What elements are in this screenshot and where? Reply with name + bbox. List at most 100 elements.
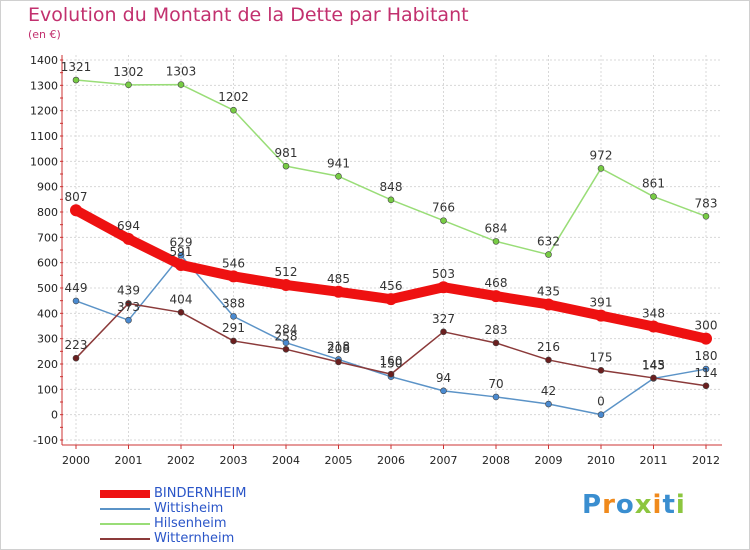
y-tick-label: 0 (51, 409, 58, 422)
data-point-wittisheim (125, 316, 132, 324)
data-point-hilsenheim (545, 251, 552, 258)
y-tick-label: -100 (33, 434, 58, 447)
x-tick-label: 2003 (220, 454, 248, 467)
legend-label-wittisheim: Wittisheim (154, 501, 224, 516)
data-point-hilsenheim (125, 81, 132, 89)
data-point-witternheim (282, 346, 290, 353)
data-point-witternheim (440, 328, 447, 336)
data-label-witternheim: 175 (590, 350, 613, 364)
data-label-hilsenheim: 1202 (218, 90, 249, 104)
data-point-bindernheim (700, 332, 712, 345)
data-point-bindernheim (437, 281, 450, 294)
data-point-hilsenheim (597, 165, 605, 172)
y-tick-label: 300 (37, 333, 58, 346)
x-tick-label: 2007 (430, 454, 458, 467)
data-label-witternheim: 327 (432, 312, 455, 326)
data-label-bindernheim: 485 (327, 272, 350, 286)
data-label-witternheim: 208 (327, 342, 350, 356)
data-point-wittisheim (702, 365, 710, 373)
data-label-wittisheim: 0 (597, 395, 605, 409)
data-label-wittisheim: 388 (222, 296, 245, 310)
chart-title: Evolution du Montant de la Dette par Hab… (28, 4, 469, 26)
logo-letter: P (582, 490, 603, 520)
y-tick-label: 800 (37, 206, 58, 219)
data-label-witternheim: 145 (642, 358, 665, 372)
data-label-witternheim: 404 (170, 292, 193, 306)
x-tick-label: 2004 (272, 454, 300, 467)
logo-letter: o (615, 490, 635, 520)
data-point-witternheim (177, 309, 185, 316)
plot-area (62, 55, 722, 445)
data-label-hilsenheim: 941 (327, 156, 350, 170)
data-label-wittisheim: 42 (541, 384, 556, 398)
data-point-hilsenheim (650, 193, 657, 200)
data-point-hilsenheim (387, 196, 395, 204)
data-label-wittisheim: 94 (436, 371, 451, 385)
data-label-bindernheim: 468 (485, 276, 508, 290)
data-label-bindernheim: 348 (642, 307, 665, 321)
data-point-hilsenheim (492, 238, 500, 245)
data-point-witternheim (230, 337, 237, 345)
data-point-witternheim (650, 374, 657, 382)
data-label-witternheim: 258 (275, 329, 298, 343)
data-label-witternheim: 223 (65, 338, 88, 352)
data-point-bindernheim (542, 298, 555, 311)
data-label-witternheim: 160 (380, 354, 403, 368)
proxiti-logo: Proxiti (582, 490, 686, 520)
y-tick-label: 200 (37, 358, 58, 371)
data-point-bindernheim (175, 258, 187, 271)
data-label-hilsenheim: 1302 (113, 65, 144, 79)
data-point-bindernheim (70, 204, 82, 217)
data-label-hilsenheim: 1303 (166, 65, 197, 79)
legend-label-witternheim: Witternheim (154, 531, 235, 546)
data-point-witternheim (702, 382, 710, 390)
legend-swatch-bindernheim (100, 489, 150, 498)
y-tick-label: 1300 (30, 79, 58, 92)
data-point-hilsenheim (335, 172, 342, 180)
legend: BINDERNHEIM Wittisheim Hilsenheim Witter… (100, 486, 247, 546)
y-tick-label: 1200 (30, 105, 58, 118)
data-point-bindernheim (122, 232, 135, 245)
logo-letter: t (662, 490, 676, 520)
data-label-wittisheim: 70 (488, 377, 503, 391)
data-label-wittisheim: 449 (65, 281, 88, 295)
data-point-witternheim (72, 354, 80, 362)
y-tick-label: 400 (37, 307, 58, 320)
data-point-wittisheim (440, 387, 447, 395)
data-label-bindernheim: 807 (65, 190, 88, 204)
data-point-wittisheim (282, 339, 290, 347)
data-label-witternheim: 439 (117, 283, 140, 297)
y-tick-label: 500 (37, 282, 58, 295)
x-tick-label: 2000 (62, 454, 90, 467)
y-tick-label: 900 (37, 181, 58, 194)
y-tick-label: 1100 (30, 130, 58, 143)
data-point-wittisheim (177, 252, 185, 259)
x-tick-label: 2005 (325, 454, 353, 467)
data-label-hilsenheim: 861 (642, 177, 665, 191)
legend-label-hilsenheim: Hilsenheim (154, 516, 227, 531)
data-label-hilsenheim: 783 (695, 196, 718, 210)
y-tick-label: 700 (37, 231, 58, 244)
data-label-bindernheim: 503 (432, 267, 455, 281)
data-label-hilsenheim: 848 (380, 180, 403, 194)
data-point-hilsenheim (177, 81, 185, 88)
data-label-wittisheim: 284 (275, 323, 298, 337)
data-point-witternheim (125, 300, 132, 307)
data-label-wittisheim: 373 (117, 300, 140, 314)
data-label-wittisheim: 143 (642, 358, 665, 372)
data-point-bindernheim (595, 309, 607, 322)
data-label-witternheim: 216 (537, 340, 560, 354)
data-label-wittisheim: 180 (695, 349, 718, 363)
x-tick-label: 2001 (115, 454, 143, 467)
data-label-witternheim: 291 (222, 321, 245, 335)
x-tick-label: 2010 (587, 454, 615, 467)
data-point-hilsenheim (282, 162, 290, 170)
data-label-hilsenheim: 766 (432, 201, 455, 215)
data-label-bindernheim: 456 (380, 279, 403, 293)
x-tick-label: 2009 (535, 454, 563, 467)
legend-item-hilsenheim: Hilsenheim (100, 516, 247, 531)
data-label-hilsenheim: 1321 (61, 60, 92, 74)
x-tick-label: 2002 (167, 454, 195, 467)
data-point-bindernheim (280, 278, 292, 291)
data-point-witternheim (545, 356, 552, 364)
